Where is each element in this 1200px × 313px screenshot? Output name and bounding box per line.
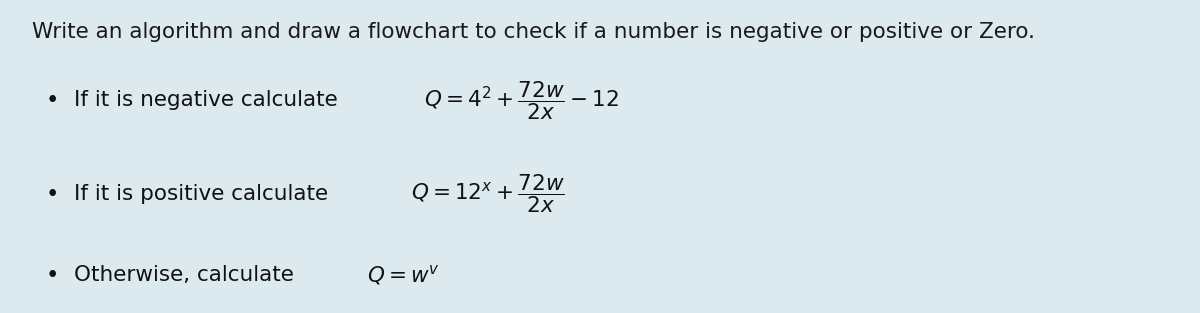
Text: •: • [46, 182, 59, 206]
Text: If it is negative calculate: If it is negative calculate [74, 90, 346, 110]
Text: Write an algorithm and draw a flowchart to check if a number is negative or posi: Write an algorithm and draw a flowchart … [32, 22, 1036, 42]
Text: If it is positive calculate: If it is positive calculate [74, 184, 336, 204]
Text: •: • [46, 264, 59, 287]
Text: $Q = 4^2 + \dfrac{72w}{2x} - 12$: $Q = 4^2 + \dfrac{72w}{2x} - 12$ [424, 79, 619, 121]
Text: $Q = w^v$: $Q = w^v$ [367, 264, 440, 287]
Text: •: • [46, 89, 59, 112]
Text: Otherwise, calculate: Otherwise, calculate [74, 265, 301, 285]
Text: $Q = 12^x + \dfrac{72w}{2x}$: $Q = 12^x + \dfrac{72w}{2x}$ [412, 173, 565, 215]
